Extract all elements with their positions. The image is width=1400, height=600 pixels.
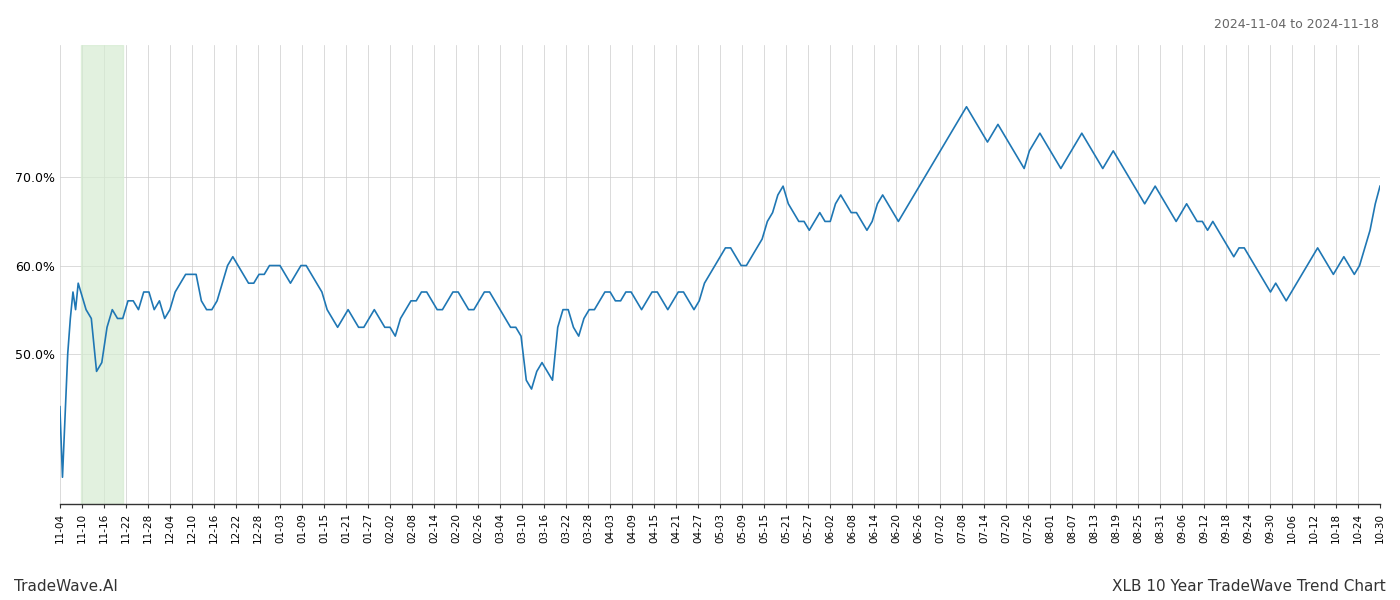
Text: TradeWave.AI: TradeWave.AI bbox=[14, 579, 118, 594]
Text: XLB 10 Year TradeWave Trend Chart: XLB 10 Year TradeWave Trend Chart bbox=[1112, 579, 1386, 594]
Bar bbox=[81, 45, 123, 504]
Text: 2024-11-04 to 2024-11-18: 2024-11-04 to 2024-11-18 bbox=[1214, 18, 1379, 31]
